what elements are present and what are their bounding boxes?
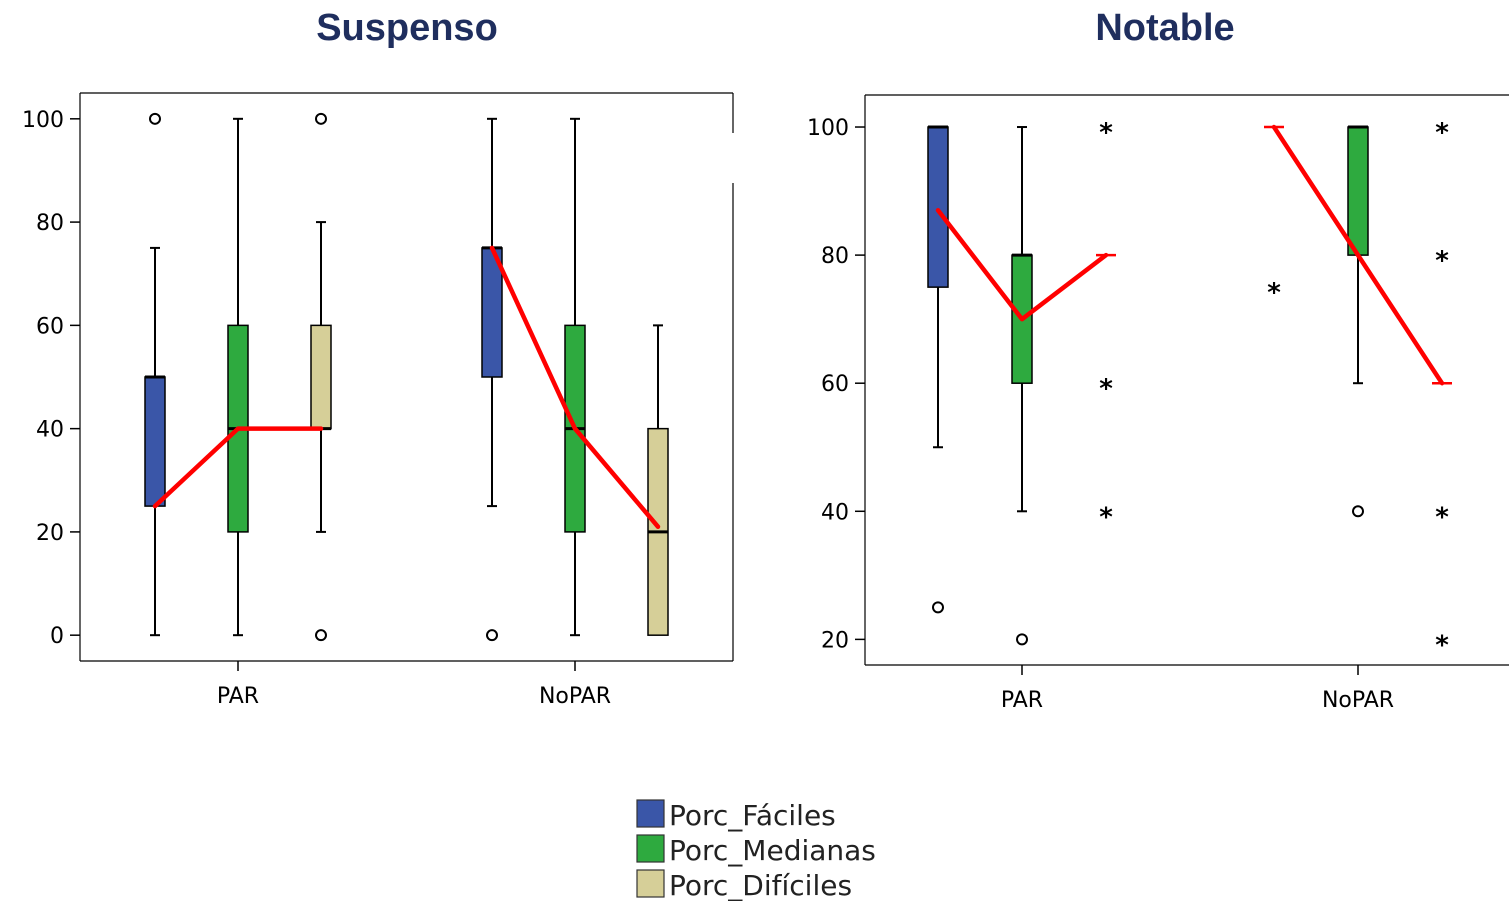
outlier-star: * xyxy=(1099,502,1113,532)
outlier-star: * xyxy=(1435,118,1449,148)
x-category-label: PAR xyxy=(1001,688,1043,713)
outlier-star: * xyxy=(1435,502,1449,532)
y-tick-label: 80 xyxy=(36,211,64,236)
box-porc_medianas-nopar xyxy=(564,117,586,637)
box-body xyxy=(927,126,949,288)
y-tick-label: 80 xyxy=(821,244,849,269)
x-category-label: PAR xyxy=(217,684,259,709)
legend-label: Porc_Medianas xyxy=(669,834,876,867)
outlier-star: * xyxy=(1435,246,1449,276)
y-tick-label: 0 xyxy=(50,624,64,649)
box-porc_medianas-par xyxy=(1011,126,1033,646)
outlier-circle xyxy=(315,629,327,642)
outlier-circle xyxy=(315,112,327,125)
chart-title: Notable xyxy=(1095,7,1234,49)
box-porc_medianas-par xyxy=(227,117,249,637)
y-tick-label: 100 xyxy=(807,116,849,141)
x-category-label: NoPAR xyxy=(539,684,611,709)
outlier-circle xyxy=(932,601,944,614)
legend-label: Porc_Difíciles xyxy=(669,869,852,901)
legend-swatch xyxy=(636,799,665,828)
box-porc_fáciles-nopar: * xyxy=(1264,125,1284,308)
trend-line-nopar xyxy=(489,245,661,529)
box-porc_difíciles-nopar xyxy=(647,324,669,636)
outlier-circle xyxy=(1016,633,1028,646)
y-tick-label: 20 xyxy=(36,521,64,546)
y-tick-label: 20 xyxy=(821,628,849,653)
y-tick-label: 100 xyxy=(22,108,64,133)
chart-notable: Notable 20 40 60 80 100 PAR NoPAR * * * * * * * * xyxy=(807,7,1509,713)
box-body xyxy=(1347,126,1369,256)
outlier-star: * xyxy=(1099,118,1113,148)
trend-line-par xyxy=(152,426,324,509)
box-porc_difíciles-par: * * * xyxy=(1096,118,1116,532)
trend-line-par xyxy=(935,208,1109,322)
box-porc_difíciles-par xyxy=(310,112,332,642)
legend-label: Porc_Fáciles xyxy=(669,799,836,832)
legend-swatch xyxy=(636,869,665,898)
chart-suspenso: Suspenso 0 20 40 60 80 100 PAR NoPAR xyxy=(22,7,734,709)
outlier-star: * xyxy=(1267,278,1281,308)
box-porc_fáciles-par xyxy=(927,125,949,614)
outlier-star: * xyxy=(1435,630,1449,660)
trend-line-nopar xyxy=(1271,124,1445,386)
box-porc_medianas-nopar xyxy=(1347,125,1369,518)
chart-title: Suspenso xyxy=(316,7,498,49)
x-category-label: NoPAR xyxy=(1322,688,1394,713)
y-tick-label: 40 xyxy=(36,418,64,443)
y-tick-label: 60 xyxy=(821,372,849,397)
box-porc_fáciles-par xyxy=(144,112,166,637)
outlier-circle xyxy=(149,112,161,125)
box-body xyxy=(144,376,166,507)
outlier-star: * xyxy=(1099,374,1113,404)
y-tick-label: 60 xyxy=(36,314,64,339)
outlier-circle xyxy=(1352,505,1364,518)
legend-swatch xyxy=(636,834,665,863)
y-tick-label: 40 xyxy=(821,500,849,525)
outlier-circle xyxy=(486,629,498,642)
box-porc_fáciles-nopar xyxy=(481,117,503,642)
box-porc_difíciles-nopar: * * * * xyxy=(1432,118,1452,660)
box-body xyxy=(310,324,332,430)
